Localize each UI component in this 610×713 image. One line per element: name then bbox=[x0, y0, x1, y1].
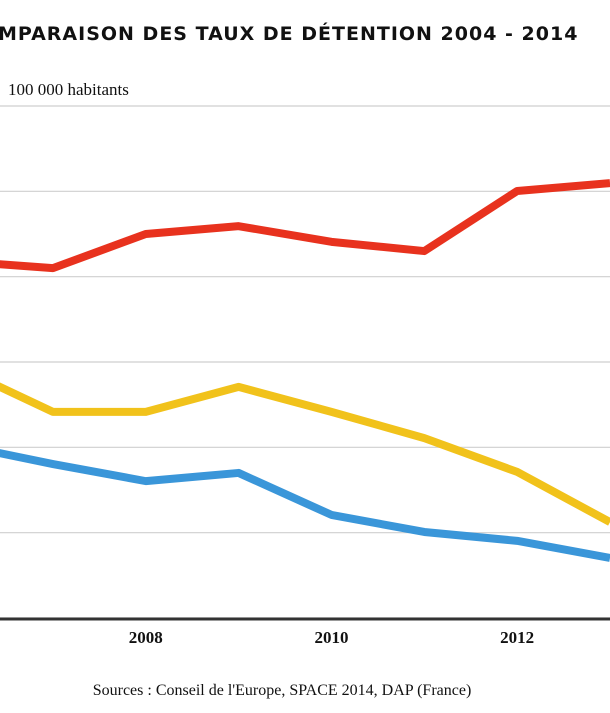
chart-title: MPARAISON DES TAUX DE DÉTENTION 2004 - 2… bbox=[0, 22, 578, 45]
subtitle: 100 000 habitants bbox=[8, 80, 129, 99]
x-axis: 2008 2010 2012 bbox=[0, 617, 610, 647]
series-line bbox=[0, 382, 610, 526]
x-tick-label: 2010 bbox=[314, 628, 348, 647]
series-line bbox=[0, 179, 610, 273]
x-tick-label: 2012 bbox=[500, 628, 534, 647]
source: Sources : Conseil de l'Europe, SPACE 201… bbox=[93, 682, 472, 699]
grid bbox=[0, 105, 610, 619]
series-line bbox=[0, 449, 610, 562]
x-tick-label: 2008 bbox=[129, 628, 163, 647]
plot bbox=[0, 179, 610, 562]
